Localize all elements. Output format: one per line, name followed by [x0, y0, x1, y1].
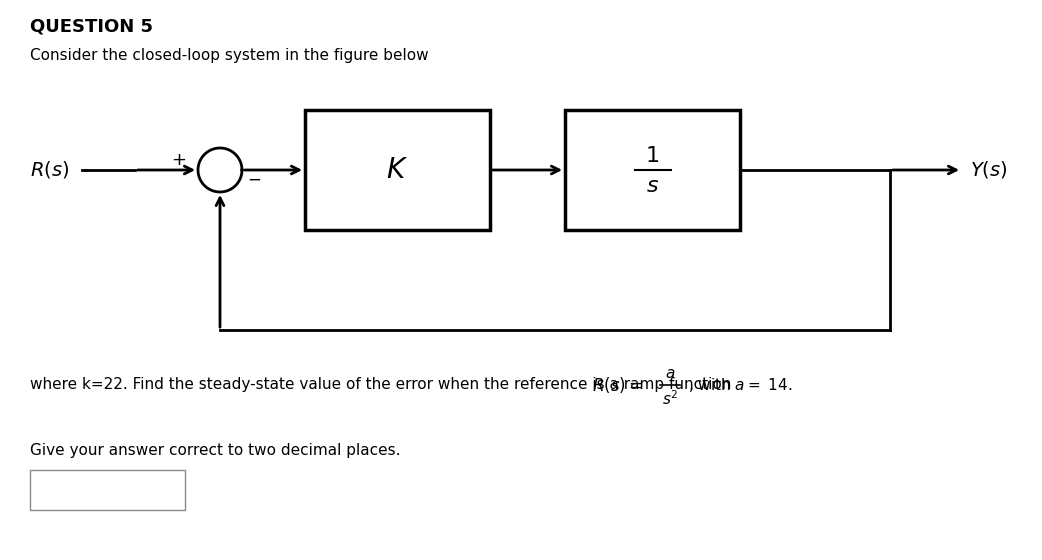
Text: $1$: $1$ [645, 146, 660, 166]
Text: , with $a=$ 14.: , with $a=$ 14. [689, 376, 793, 394]
Text: Give your answer correct to two decimal places.: Give your answer correct to two decimal … [30, 442, 400, 458]
Text: $s$: $s$ [646, 176, 659, 196]
Bar [30, 470, 185, 510]
Text: $R(s) =$: $R(s) =$ [593, 375, 643, 395]
Text: $s^2$: $s^2$ [663, 390, 678, 408]
Bar [305, 110, 490, 230]
Text: QUESTION 5: QUESTION 5 [30, 18, 153, 36]
Text: Consider the closed-loop system in the figure below: Consider the closed-loop system in the f… [30, 48, 428, 63]
Bar [565, 110, 740, 230]
Text: $K$: $K$ [387, 156, 408, 184]
Text: $R(s)$: $R(s)$ [30, 160, 69, 180]
Text: where k=22. Find the steady-state value of the error when the reference is a ram: where k=22. Find the steady-state value … [30, 377, 737, 393]
Text: −: − [247, 171, 260, 189]
Text: $a$: $a$ [665, 366, 675, 380]
Text: $Y(s)$: $Y(s)$ [970, 160, 1008, 180]
Text: +: + [171, 151, 187, 169]
